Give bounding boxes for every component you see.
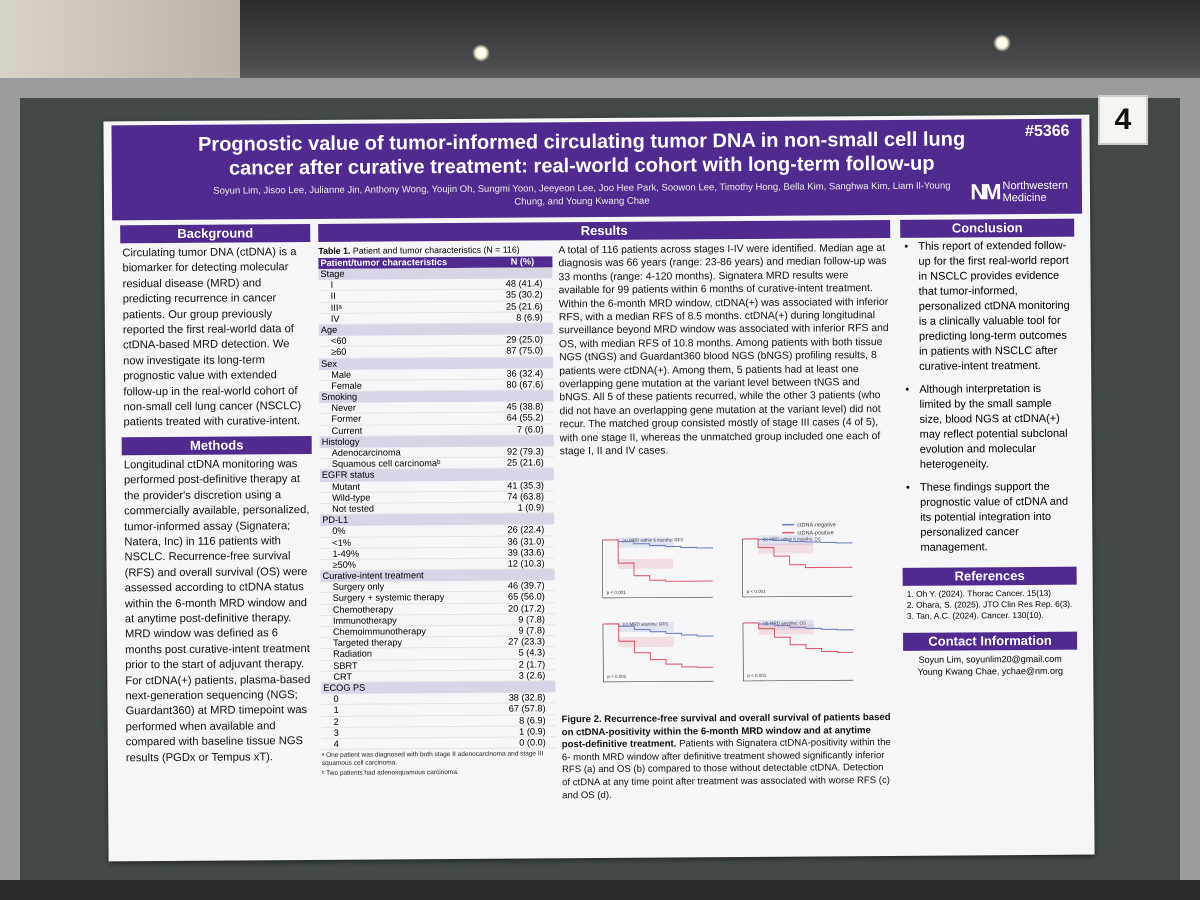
km-panel-title: (b) MRD within 6 months: OS xyxy=(762,536,821,541)
methods-heading: Methods xyxy=(121,435,312,456)
ctdna-positive-curve-ci-band xyxy=(618,636,674,648)
conclusion-heading: Conclusion xyxy=(900,218,1075,238)
ceiling-light xyxy=(993,34,1011,52)
conclusion-point: Although interpretation is limited by th… xyxy=(905,382,1072,473)
table-header: Patient/tumor characteristics N (%) xyxy=(318,256,553,269)
legend-ctdna-negative: ctDNA-negative xyxy=(797,522,836,528)
results-column: Results Table 1. Patient and tumor chara… xyxy=(318,219,891,801)
floor xyxy=(0,880,1200,900)
ctdna-negative-curve-ci-band xyxy=(618,537,674,548)
methods-text: Longitudinal ctDNA monitoring was perfor… xyxy=(123,457,311,764)
km-axes xyxy=(602,539,713,599)
km-pvalue: p < 0.001 xyxy=(747,589,766,594)
ctdna-positive-curve xyxy=(602,539,713,582)
ctdna-negative-curve xyxy=(742,538,853,544)
table-body: Stage I 48 (41.4) II 35 (30.2) IIIᵃ 25 (21.6) I… xyxy=(318,267,556,751)
results-text: A total of 116 patients across stages I-… xyxy=(558,242,889,458)
background-text: Circulating tumor DNA (ctDNA) is a bioma… xyxy=(122,246,302,429)
booth-number: 4 xyxy=(1098,95,1148,145)
table-caption: Table 1. Patient and tumor characteristi… xyxy=(318,244,520,256)
conclusion-list: This report of extended follow-up for th… xyxy=(900,237,1076,566)
ctdna-positive-curve-ci-band xyxy=(758,624,814,635)
poster-authors: Soyun Lim, Jisoo Lee, Julianne Jin, Anth… xyxy=(213,180,951,208)
ctdna-negative-curve xyxy=(602,623,714,637)
poster-id: #5366 xyxy=(1024,122,1070,141)
logo-text-1: Northwestern xyxy=(1002,179,1068,193)
background-heading: Background xyxy=(120,224,311,244)
ctdna-negative-curve xyxy=(602,539,713,549)
km-panel-title: (d) MRD anytime: OS xyxy=(763,621,806,626)
table-footnote-b: ᵇ Two patients had adenosquamous carcino… xyxy=(321,769,459,778)
km-pvalue: p < 0.001 xyxy=(747,673,766,678)
reference-item: 3. Tan, A.C. (2024). Cancer. 130(10). xyxy=(906,609,1044,621)
poster-header: Prognostic value of tumor-informed circu… xyxy=(111,118,1083,221)
km-pvalue: p < 0.001 xyxy=(607,590,626,595)
ctdna-negative-curve xyxy=(742,622,854,631)
ctdna-negative-curve-ci-band xyxy=(758,619,814,631)
km-panel: (c) MRD anytime: RFS p < 0.001 xyxy=(602,621,714,683)
km-axes xyxy=(602,623,714,683)
contact-info: Soyun Lim, soyunlim20@gmail.com Young Kw… xyxy=(903,650,1077,681)
figure-legend: ctDNA-negative ctDNA-positive xyxy=(782,522,836,537)
conclusion-point: This report of extended follow-up for th… xyxy=(904,239,1071,375)
table-row: ≥60 87 (75.0) xyxy=(319,345,554,359)
km-axes xyxy=(742,622,854,682)
ctdna-negative-curve-ci-band xyxy=(758,535,814,546)
ctdna-positive-curve xyxy=(742,622,854,654)
km-axes xyxy=(742,538,853,598)
km-panel-title: (c) MRD anytime: RFS xyxy=(623,622,668,627)
references-list: 1. Oh Y. (2024). Thorac Cancer. 15(13) 2… xyxy=(903,585,1077,625)
contact-line: Young Kwang Chae, ychae@nm.org xyxy=(917,665,1064,677)
logo-mark: NM xyxy=(970,179,999,205)
ctdna-positive-curve-ci-band xyxy=(758,543,814,554)
wall-panel xyxy=(0,0,240,92)
left-column: Background Circulating tumor DNA (ctDNA)… xyxy=(120,224,314,769)
ctdna-positive-curve-ci-band xyxy=(618,558,674,570)
northwestern-logo: NM Northwestern Medicine xyxy=(970,179,1068,206)
contact-heading: Contact Information xyxy=(903,631,1078,651)
results-heading: Results xyxy=(318,219,891,242)
km-panel: (a) MRD within 6 months: RFS p < 0.001 xyxy=(602,537,713,599)
ctdna-positive-curve xyxy=(602,623,714,668)
references-heading: References xyxy=(902,566,1077,586)
poster: Prognostic value of tumor-informed circu… xyxy=(103,114,1095,862)
figure-caption: Figure 2. Recurrence-free survival and o… xyxy=(561,711,891,801)
ctdna-positive-curve xyxy=(742,538,853,569)
km-panel-title: (a) MRD within 6 months: RFS xyxy=(622,537,683,542)
poster-title: Prognostic value of tumor-informed circu… xyxy=(197,128,966,180)
km-survival-figure: ctDNA-negative ctDNA-positive (a) MRD wi… xyxy=(602,522,854,683)
logo-text-2: Medicine xyxy=(1002,191,1047,205)
legend-ctdna-positive: ctDNA-positive xyxy=(797,530,833,536)
right-column: Conclusion This report of extended follo… xyxy=(900,218,1078,681)
ctdna-negative-curve-ci-band xyxy=(618,621,674,633)
ceiling-light xyxy=(472,44,490,62)
patient-table: Table 1. Patient and tumor characteristi… xyxy=(318,244,556,778)
km-panel: (d) MRD anytime: OS p < 0.001 xyxy=(742,619,854,682)
km-panel: (b) MRD within 6 months: OS p < 0.001 xyxy=(742,535,853,598)
table-footnote-a: ᵃ One patient was diagnosed with both st… xyxy=(321,750,544,768)
conclusion-point: These findings support the prognostic va… xyxy=(906,480,1073,556)
km-pvalue: p < 0.001 xyxy=(607,674,626,679)
reference-item: 2. Ohara, S. (2025). JTO Clin Res Rep. 6… xyxy=(906,598,1073,610)
